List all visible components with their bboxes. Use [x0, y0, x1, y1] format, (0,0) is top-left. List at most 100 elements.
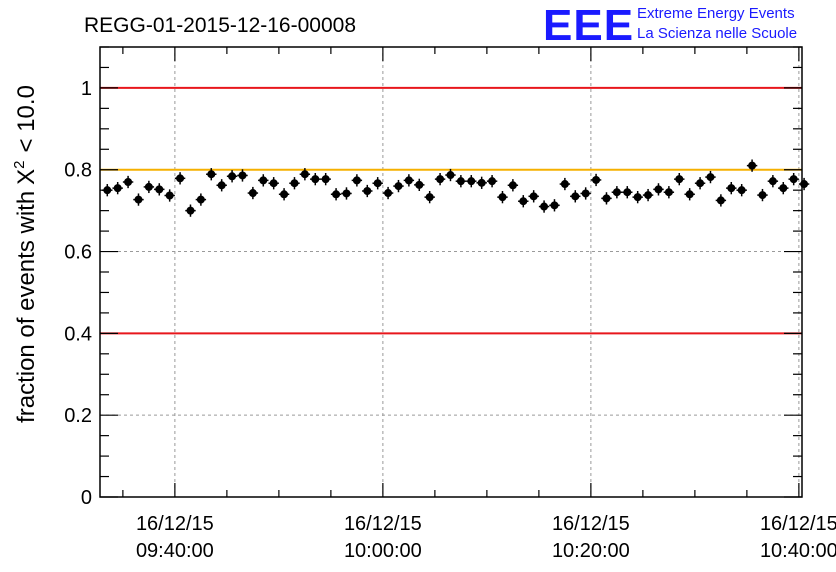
y-tick-label: 0.8 — [64, 160, 92, 182]
point-marker — [571, 192, 580, 201]
point-marker — [373, 179, 382, 188]
data-point — [226, 170, 238, 183]
data-point — [112, 182, 123, 195]
point-marker — [176, 174, 185, 183]
x-tick-label-time: 10:20:00 — [552, 540, 630, 562]
data-point — [622, 186, 633, 199]
point-marker — [560, 180, 569, 189]
data-point — [445, 168, 456, 182]
point-marker — [540, 202, 549, 211]
data-point — [736, 184, 747, 197]
y-axis-label-prefix: fraction of events with — [13, 191, 40, 423]
data-point — [268, 177, 279, 190]
data-point — [143, 180, 155, 194]
point-marker — [425, 193, 434, 202]
point-marker — [384, 189, 393, 198]
data-point — [372, 177, 383, 190]
point-marker — [467, 177, 476, 186]
data-point — [528, 190, 539, 203]
reference-lines — [100, 86, 802, 335]
data-point — [757, 188, 768, 202]
data-point — [310, 173, 321, 186]
point-marker — [352, 176, 361, 185]
data-point — [466, 175, 477, 188]
data-point — [580, 187, 591, 200]
data-point — [393, 179, 404, 193]
data-point — [455, 175, 467, 188]
point-marker — [207, 170, 216, 179]
point-marker — [228, 172, 237, 181]
logo-line-1: Extreme Energy Events — [637, 5, 795, 22]
data-point — [299, 168, 311, 181]
x-tick-label: 16/12/15 09:40:00 — [136, 513, 214, 562]
point-marker — [446, 171, 455, 180]
point-marker — [436, 175, 445, 184]
point-marker — [415, 180, 424, 189]
data-point — [705, 170, 716, 184]
data-point — [362, 184, 373, 198]
data-point — [164, 189, 175, 202]
y-axis-label-suffix: < 10.0 — [13, 85, 40, 152]
x-tick-label-time: 10:00:00 — [344, 540, 422, 562]
data-point — [507, 179, 519, 192]
point-marker — [519, 197, 528, 206]
point-marker — [654, 185, 663, 194]
data-point — [185, 204, 196, 217]
point-marker — [737, 186, 746, 195]
x-tick-label: 16/12/15 10:20:00 — [552, 513, 630, 562]
point-marker — [144, 182, 153, 191]
point-marker — [581, 189, 590, 198]
data-point — [174, 172, 186, 185]
plot-frame — [99, 46, 803, 498]
x-tick-label-date: 16/12/15 — [344, 513, 422, 535]
point-marker — [404, 176, 413, 185]
point-marker — [488, 177, 497, 186]
point-marker — [623, 188, 632, 197]
chart-title: REGG-01-2015-12-16-00008 — [84, 14, 356, 37]
point-marker — [311, 175, 320, 184]
point-marker — [529, 192, 538, 201]
data-point — [289, 177, 300, 190]
data-point — [351, 174, 363, 187]
data-point — [694, 177, 706, 190]
data-point — [133, 193, 144, 206]
point-marker — [758, 191, 767, 200]
point-marker — [706, 173, 715, 182]
point-marker — [124, 178, 133, 186]
point-marker — [165, 191, 174, 200]
point-marker — [394, 182, 403, 191]
data-point — [258, 174, 269, 187]
point-marker — [644, 191, 653, 200]
point-marker — [675, 175, 684, 184]
data-point — [778, 182, 789, 195]
data-point — [559, 177, 571, 191]
point-marker — [321, 175, 330, 184]
point-marker — [477, 178, 486, 187]
point-marker — [727, 184, 736, 193]
logo-mark: EEE — [543, 1, 634, 50]
point-marker — [696, 179, 705, 188]
data-point — [518, 195, 529, 208]
data-point — [632, 191, 643, 204]
point-marker — [456, 177, 465, 186]
data-point — [237, 169, 248, 182]
point-marker — [498, 193, 507, 202]
point-marker — [685, 190, 694, 199]
eee-logo: EEE Extreme Energy Events La Scienza nel… — [543, 1, 797, 50]
point-marker — [768, 177, 777, 186]
y-tick-labels: 0 0.2 0.4 0.6 0.8 1 — [64, 78, 92, 509]
data-point — [663, 186, 675, 199]
point-marker — [155, 185, 164, 194]
y-tick-label: 1 — [81, 78, 92, 100]
point-marker — [612, 188, 621, 197]
point-marker — [779, 184, 788, 193]
point-marker — [134, 195, 143, 204]
y-tick-label: 0.6 — [64, 242, 92, 264]
x-tick-label-time: 09:40:00 — [136, 540, 214, 562]
point-marker — [248, 189, 257, 198]
point-marker — [748, 161, 757, 170]
y-axis-label-exponent: 2 — [11, 160, 28, 168]
data-point — [570, 190, 581, 203]
x-tick-label-date: 16/12/15 — [552, 513, 630, 535]
